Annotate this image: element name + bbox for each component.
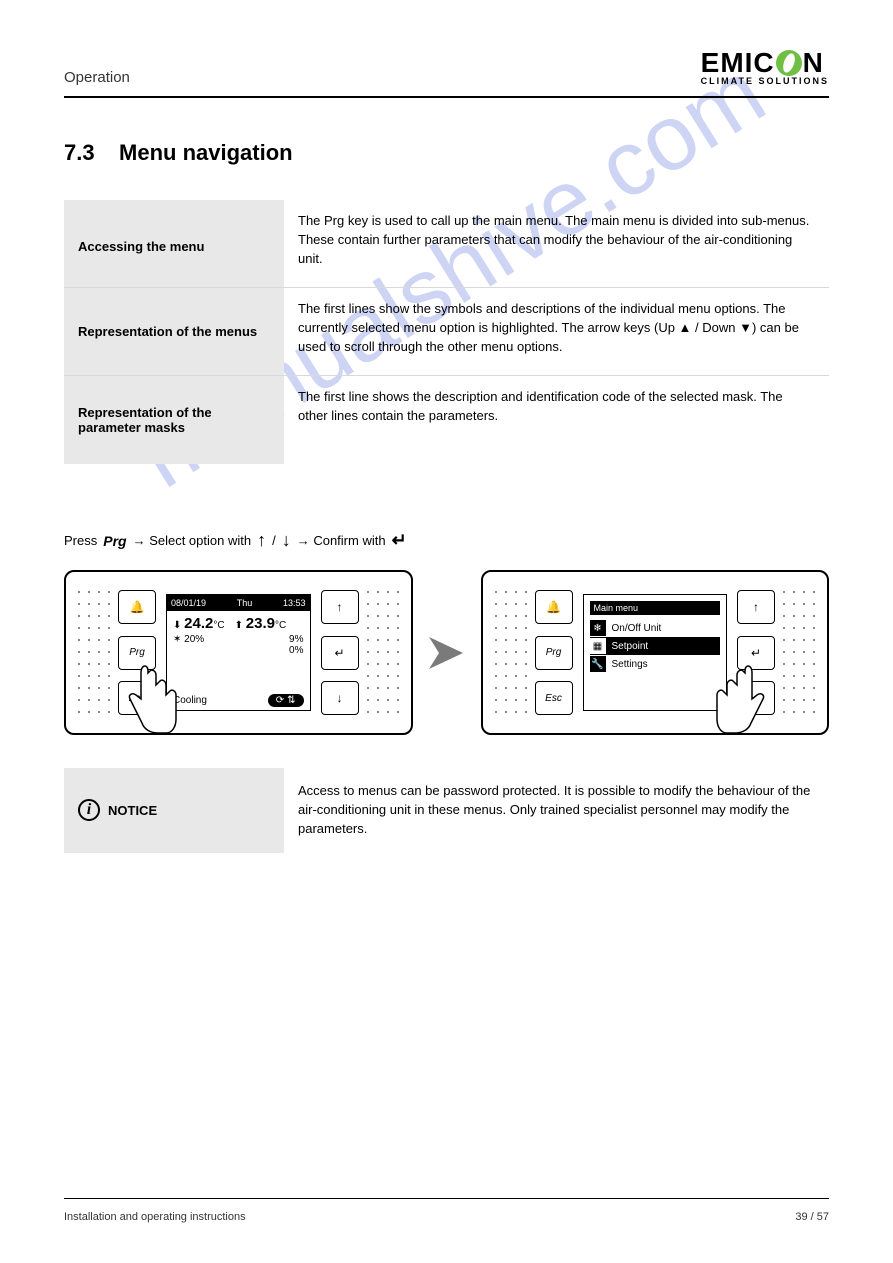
controller-device-home: 🔔 Prg Esc ↑ ↵ ↓ 08/01/19 Thu 13:53 ⬇ xyxy=(64,570,413,735)
section-title: Menu navigation xyxy=(119,140,293,165)
lcd-screen-home: 08/01/19 Thu 13:53 ⬇ 24.2°C ⬆ 23.9°C xyxy=(166,594,311,711)
notice-label-cell: i NOTICE xyxy=(64,768,284,853)
lcd-screen-menu: Main menu ❄ On/Off Unit ▦ Setpoint 🔧 Set… xyxy=(583,594,728,711)
row-label: Representation of the menus xyxy=(64,288,284,375)
up-button[interactable]: ↑ xyxy=(737,590,775,624)
esc-button[interactable]: Esc xyxy=(535,681,573,715)
table-row: Representation of the menus The first li… xyxy=(64,288,829,376)
screen-time: 13:53 xyxy=(283,598,306,608)
right-button-column: ↑ ↵ ↓ xyxy=(321,590,359,715)
speaker-grille-icon xyxy=(363,586,403,719)
screen-day: Thu xyxy=(237,598,253,608)
section-number: 7.3 xyxy=(64,140,95,165)
page-footer: Installation and operating instructions … xyxy=(64,1211,829,1223)
notice-text: Access to menus can be password protecte… xyxy=(284,768,829,853)
footer-page: 39 / 57 xyxy=(795,1211,829,1223)
info-table: Accessing the menu The Prg key is used t… xyxy=(64,200,829,464)
step-arrow-icon xyxy=(425,631,469,675)
header-section-label: Operation xyxy=(64,69,130,86)
row-text: The Prg key is used to call up the main … xyxy=(284,200,829,287)
down-arrow-icon: ↓ xyxy=(282,530,291,551)
up-button[interactable]: ↑ xyxy=(321,590,359,624)
pointing-hand-icon xyxy=(713,661,783,741)
cycle-icon: ⟳ xyxy=(276,695,284,706)
instr-text: Press xyxy=(64,533,97,548)
speaker-grille-icon xyxy=(779,586,819,719)
temp-in-icon: ⬇ xyxy=(173,620,181,631)
prg-key-label: Prg xyxy=(103,533,126,549)
temp-out-value: 23.9 xyxy=(246,615,275,632)
instr-text: / xyxy=(272,533,276,548)
fan-percent: 20% xyxy=(184,634,204,645)
notice-label: NOTICE xyxy=(108,803,157,818)
menu-item-selected[interactable]: ▦ Setpoint xyxy=(590,637,721,655)
header-rule xyxy=(64,96,829,98)
controller-device-menu: 🔔 Prg Esc ↑ ↵ ↓ Main menu ❄ On/Off Unit … xyxy=(481,570,830,735)
table-row: Accessing the menu The Prg key is used t… xyxy=(64,200,829,288)
pointing-hand-icon xyxy=(110,661,180,741)
prg-button[interactable]: Prg xyxy=(535,636,573,670)
logo-text-lead: EMIC xyxy=(701,50,775,75)
row-text: The first line shows the description and… xyxy=(284,376,829,464)
updown-icon: ⇅ xyxy=(287,695,295,706)
page-header: Operation EMIC N CLIMATE SOLUTIONS xyxy=(64,50,829,86)
row-label: Accessing the menu xyxy=(64,200,284,287)
instr-text: → Confirm with xyxy=(297,533,386,548)
speaker-grille-icon xyxy=(491,586,531,719)
temp-out-unit: °C xyxy=(275,620,286,631)
table-row: Representation of the parameter masks Th… xyxy=(64,376,829,464)
alarm-button[interactable]: 🔔 xyxy=(535,590,573,624)
percent-2: 0% xyxy=(289,645,303,656)
alarm-button[interactable]: 🔔 xyxy=(118,590,156,624)
section-heading: 7.3 Menu navigation xyxy=(64,140,293,166)
footer-rule xyxy=(64,1198,829,1199)
device-panels: 🔔 Prg Esc ↑ ↵ ↓ 08/01/19 Thu 13:53 ⬇ xyxy=(64,570,829,735)
percent-1: 9% xyxy=(289,634,303,645)
mode-pill: ⟳ ⇅ xyxy=(268,694,304,707)
temp-out-icon: ⬆ xyxy=(235,620,243,631)
nav-instruction: Press Prg → Select option with ↑ / ↓ → C… xyxy=(64,530,829,551)
footer-left: Installation and operating instructions xyxy=(64,1211,246,1223)
row-text: The first lines show the symbols and des… xyxy=(284,288,829,375)
menu-title: Main menu xyxy=(590,601,721,615)
instr-text: → Select option with xyxy=(133,533,252,548)
speaker-grille-icon xyxy=(74,586,114,719)
menu-item-label: Setpoint xyxy=(612,641,649,652)
menu-item-label: On/Off Unit xyxy=(612,623,662,634)
enter-button[interactable]: ↵ xyxy=(321,636,359,670)
screen-date: 08/01/19 xyxy=(171,598,206,608)
enter-key-icon: ↵ xyxy=(392,530,407,551)
snowflake-icon: ❄ xyxy=(590,620,606,636)
grid-icon: ▦ xyxy=(590,638,606,654)
menu-item[interactable]: 🔧 Settings xyxy=(590,655,721,673)
up-arrow-icon: ↑ xyxy=(257,530,266,551)
logo-o-icon xyxy=(776,50,802,76)
wrench-icon: 🔧 xyxy=(590,656,606,672)
logo-subtitle: CLIMATE SOLUTIONS xyxy=(701,76,829,86)
temp-in-unit: °C xyxy=(213,620,224,631)
left-button-column: 🔔 Prg Esc xyxy=(535,590,573,715)
temp-in-value: 24.2 xyxy=(184,615,213,632)
logo-text-tail: N xyxy=(803,50,824,75)
row-label: Representation of the parameter masks xyxy=(64,376,284,464)
down-button[interactable]: ↓ xyxy=(321,681,359,715)
notice-box: i NOTICE Access to menus can be password… xyxy=(64,768,829,853)
menu-item[interactable]: ❄ On/Off Unit xyxy=(590,619,721,637)
info-icon: i xyxy=(78,799,100,821)
brand-logo: EMIC N CLIMATE SOLUTIONS xyxy=(701,50,829,86)
menu-item-label: Settings xyxy=(612,659,648,670)
